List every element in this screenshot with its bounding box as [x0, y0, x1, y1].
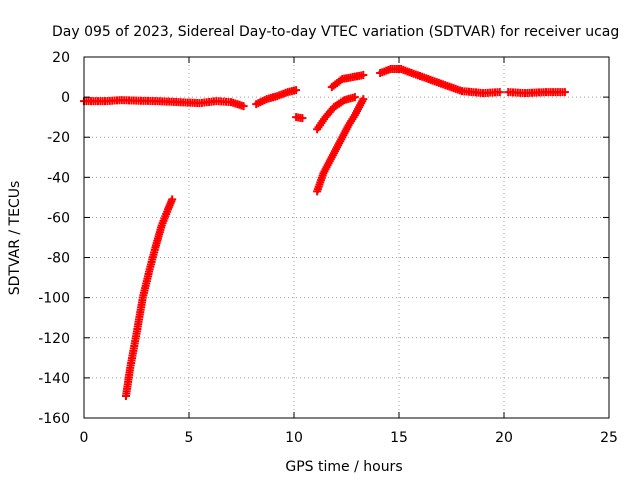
data-point: [359, 95, 368, 104]
y-tick-label: -60: [47, 210, 70, 226]
data-point: [298, 114, 307, 123]
y-tick-label: -40: [47, 170, 70, 186]
data-point: [350, 93, 359, 102]
x-tick-label: 15: [390, 430, 408, 446]
series-arc-3: [292, 113, 307, 123]
y-tick-label: -160: [38, 411, 70, 427]
x-axis-label: GPS time / hours: [285, 459, 402, 475]
series-arc-8: [504, 88, 569, 98]
y-tick-label: -80: [47, 251, 70, 267]
data-point: [560, 88, 569, 97]
y-tick-label: -100: [38, 291, 70, 307]
y-tick-label: -20: [47, 130, 70, 146]
series-arc-5: [327, 71, 368, 92]
series-arc-1: [80, 96, 248, 111]
y-tick-label: -120: [38, 331, 70, 347]
data-points: [80, 65, 569, 400]
data-point: [292, 86, 301, 95]
axis-ticks: 0 5 10 15 20 25 -160 -140 -120 -100 -80 -60 -40 -20 0 2…: [38, 50, 618, 446]
series-arc-7: [376, 65, 504, 98]
series-arc-2: [252, 86, 301, 109]
data-point: [359, 71, 368, 80]
data-point: [495, 88, 504, 97]
y-tick-label: 0: [61, 90, 70, 106]
data-point: [168, 195, 177, 204]
series-arc-9: [122, 195, 177, 400]
chart-title: Day 095 of 2023, Sidereal Day-to-day VTE…: [52, 24, 619, 40]
series-arc-6: [313, 95, 368, 196]
x-tick-label: 20: [495, 430, 513, 446]
x-tick-label: 25: [600, 430, 618, 446]
data-point: [239, 102, 248, 111]
y-tick-label: 20: [52, 50, 70, 66]
x-tick-label: 0: [80, 430, 89, 446]
plot-border: [83, 56, 610, 419]
y-axis-label: SDTVAR / TECUs: [7, 181, 23, 296]
series-arc-4: [313, 93, 359, 134]
y-tick-label: -140: [38, 371, 70, 387]
x-tick-label: 10: [285, 430, 303, 446]
x-tick-label: 5: [185, 430, 194, 446]
